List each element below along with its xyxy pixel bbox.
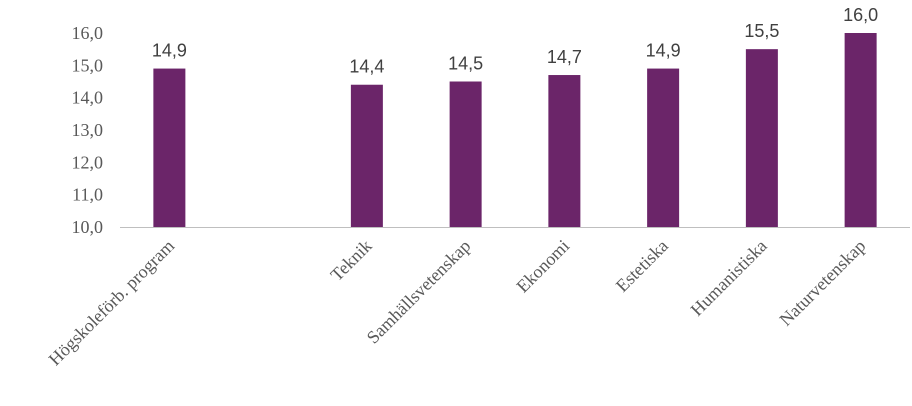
category-label: Estetiska (612, 236, 672, 296)
y-tick-label: 13,0 (72, 120, 104, 140)
category-label: Humanistiska (687, 236, 771, 320)
bar (153, 68, 186, 227)
category-label: Samhällsvetenskap (363, 236, 475, 348)
category-label: Högskoleförb. program (45, 236, 179, 370)
y-tick-label: 10,0 (72, 217, 104, 237)
data-label: 14,5 (448, 54, 483, 74)
category-labels: Högskoleförb. program TeknikSamhällsveten… (45, 236, 870, 370)
bar (449, 81, 482, 227)
y-tick-label: 12,0 (72, 152, 104, 172)
bar (548, 75, 581, 228)
data-labels: 14,9 14,4 14,5 14,7 14,9 15,5 16,0 (152, 5, 878, 77)
data-label: 14,9 (152, 41, 187, 61)
data-label: 16,0 (843, 5, 878, 25)
bar (844, 33, 877, 227)
bar (745, 49, 778, 227)
y-tick-label: 15,0 (72, 55, 104, 75)
data-label: 15,5 (744, 21, 779, 41)
data-label: 14,4 (349, 57, 384, 77)
bar (350, 84, 383, 227)
data-label: 14,7 (547, 47, 582, 67)
data-label: 14,9 (646, 41, 681, 61)
category-label: Teknik (326, 236, 375, 285)
y-axis-ticks: 10,0 11,0 12,0 13,0 14,0 15,0 16,0 (72, 23, 104, 237)
bar (647, 68, 680, 227)
y-tick-label: 11,0 (72, 185, 103, 205)
category-label: Ekonomi (512, 236, 573, 297)
y-tick-label: 16,0 (72, 23, 104, 43)
bars (153, 33, 877, 228)
y-tick-label: 14,0 (72, 88, 104, 108)
category-label: Naturvetenskap (775, 236, 869, 330)
